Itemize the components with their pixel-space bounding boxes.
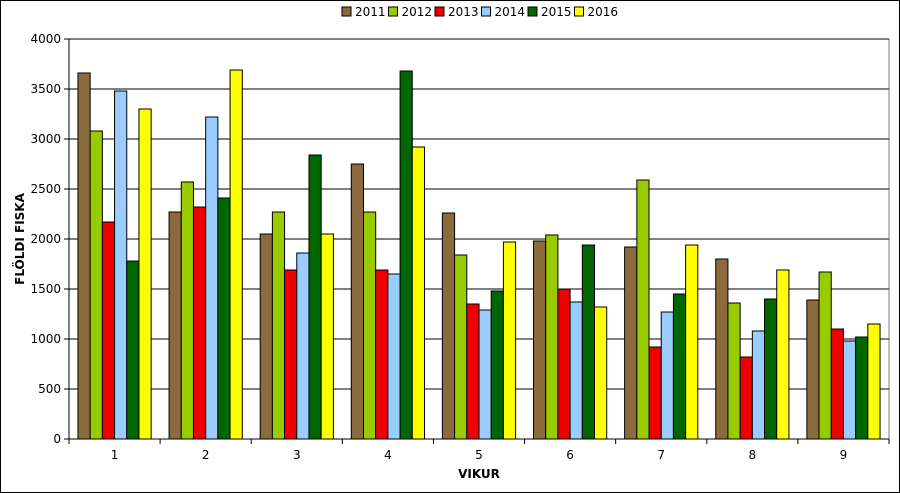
legend: 2011 2012 2013 2014 2015 2016: [342, 5, 618, 19]
bar-2013-week-3: [285, 270, 297, 439]
bar-2016-week-7: [686, 245, 698, 439]
bar-2016-week-6: [595, 307, 607, 439]
bar-2011-week-4: [351, 164, 363, 439]
bar-2012-week-9: [819, 272, 831, 439]
y-tick-label: 0: [53, 432, 61, 446]
bar-2013-week-2: [193, 207, 205, 439]
bar-2015-week-4: [400, 71, 412, 439]
x-tick-label: 6: [566, 448, 574, 462]
bar-2013-week-5: [467, 304, 479, 439]
bar-2012-week-5: [455, 255, 467, 439]
y-tick-label: 3500: [30, 82, 61, 96]
bar-2012-week-1: [90, 131, 102, 439]
bar-2011-week-1: [78, 73, 90, 439]
bar-2011-week-3: [260, 234, 272, 439]
bar-2016-week-4: [412, 147, 424, 439]
bar-2012-week-8: [728, 303, 740, 439]
bar-2016-week-2: [230, 70, 242, 439]
bar-2011-week-9: [807, 300, 819, 439]
bar-2015-week-2: [218, 198, 230, 439]
x-tick-label: 5: [475, 448, 483, 462]
bar-2015-week-9: [856, 337, 868, 439]
bar-2013-week-6: [558, 289, 570, 439]
legend-label-2014: 2014: [495, 5, 526, 19]
bar-2014-week-4: [388, 274, 400, 439]
y-tick-label: 2500: [30, 182, 61, 196]
bar-2013-week-8: [740, 357, 752, 439]
bar-2014-week-1: [115, 91, 127, 439]
x-tick-label: 9: [840, 448, 848, 462]
y-tick-label: 4000: [30, 32, 61, 46]
legend-swatch-2014: [482, 7, 491, 16]
bar-2012-week-4: [363, 212, 375, 439]
bar-2015-week-8: [765, 299, 777, 439]
legend-label-2012: 2012: [402, 5, 433, 19]
legend-swatch-2013: [435, 7, 444, 16]
legend-label-2011: 2011: [355, 5, 386, 19]
legend-swatch-2015: [528, 7, 537, 16]
y-tick-label: 2000: [30, 232, 61, 246]
x-tick-label: 2: [202, 448, 210, 462]
bar-2015-week-5: [491, 291, 503, 439]
bar-2013-week-1: [102, 222, 114, 439]
bar-2014-week-5: [479, 310, 491, 439]
bar-2014-week-7: [661, 312, 673, 439]
legend-label-2013: 2013: [448, 5, 479, 19]
bar-2011-week-5: [442, 213, 454, 439]
y-tick-label: 500: [38, 382, 61, 396]
bar-2015-week-1: [127, 261, 139, 439]
x-tick-label: 1: [111, 448, 119, 462]
y-axis-title: FLÖLDI FISKA: [12, 192, 27, 284]
bar-2014-week-6: [570, 302, 582, 439]
bar-2013-week-4: [376, 270, 388, 439]
x-tick-label: 8: [749, 448, 757, 462]
x-tick-label: 3: [293, 448, 301, 462]
bar-2012-week-2: [181, 182, 193, 439]
bar-2013-week-9: [831, 329, 843, 439]
bar-2015-week-6: [582, 245, 594, 439]
bar-2011-week-2: [169, 212, 181, 439]
bar-2016-week-1: [139, 109, 151, 439]
x-axis-title: VIKUR: [458, 467, 500, 481]
legend-swatch-2011: [342, 7, 351, 16]
bar-2013-week-7: [649, 347, 661, 439]
legend-label-2016: 2016: [588, 5, 619, 19]
bar-2016-week-5: [503, 242, 515, 439]
y-tick-label: 1000: [30, 332, 61, 346]
bar-2012-week-6: [546, 235, 558, 439]
bar-2016-week-9: [868, 324, 880, 439]
bar-2014-week-3: [297, 253, 309, 439]
bar-2014-week-2: [206, 117, 218, 439]
bar-2016-week-8: [777, 270, 789, 439]
legend-swatch-2016: [575, 7, 584, 16]
x-tick-label: 4: [384, 448, 392, 462]
y-tick-label: 3000: [30, 132, 61, 146]
bar-2016-week-3: [321, 234, 333, 439]
bar-2012-week-7: [637, 180, 649, 439]
bar-2012-week-3: [272, 212, 284, 439]
legend-label-2015: 2015: [541, 5, 572, 19]
bar-2011-week-6: [534, 241, 546, 439]
bar-2014-week-9: [843, 341, 855, 439]
legend-swatch-2012: [389, 7, 398, 16]
bar-2015-week-7: [673, 294, 685, 439]
y-tick-label: 1500: [30, 282, 61, 296]
x-tick-label: 7: [657, 448, 665, 462]
bar-2011-week-8: [716, 259, 728, 439]
bar-2011-week-7: [625, 247, 637, 439]
bar-2014-week-8: [752, 331, 764, 439]
bar-2015-week-3: [309, 155, 321, 439]
